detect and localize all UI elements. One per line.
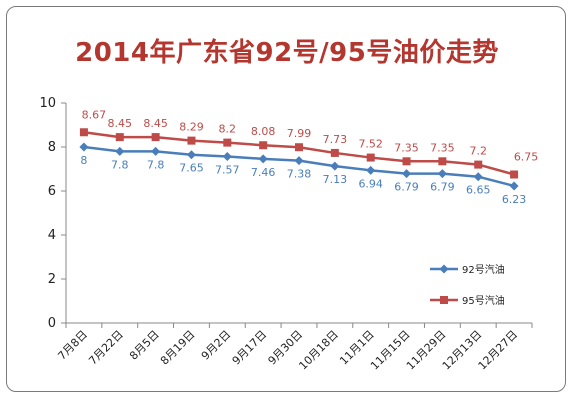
data-point xyxy=(474,160,483,169)
x-tick-label: 9月17日 xyxy=(230,328,270,368)
data-point xyxy=(79,128,88,137)
legend-marker xyxy=(440,296,448,304)
y-tick-label: 0 xyxy=(48,316,56,331)
data-point xyxy=(473,172,483,182)
y-tick-label: 6 xyxy=(48,184,56,199)
data-label: 7.8 xyxy=(111,158,129,171)
data-label: 7.57 xyxy=(215,163,240,176)
y-tick-label: 8 xyxy=(48,140,56,155)
data-point xyxy=(402,169,412,179)
data-label: 7.99 xyxy=(287,127,312,140)
data-label: 7.13 xyxy=(323,173,348,186)
data-point xyxy=(186,150,196,160)
data-point xyxy=(295,143,303,152)
data-point xyxy=(222,151,232,161)
legend-label: 95号汽油 xyxy=(462,294,505,307)
x-tick-label: 12月27日 xyxy=(476,328,521,373)
data-point xyxy=(402,157,411,166)
data-label: 8.2 xyxy=(219,123,237,136)
data-label: 7.73 xyxy=(323,133,348,146)
chart-data-labels: 8 7.8 7.8 7.65 7.57 7.46 7.38 7.13 6.94 6.79 6.79 6… xyxy=(80,108,538,206)
y-tick-label: 2 xyxy=(48,272,56,287)
data-label: 7.65 xyxy=(179,162,204,175)
data-label: 7.8 xyxy=(147,158,165,171)
data-label: 8.67 xyxy=(82,108,107,121)
data-point xyxy=(294,156,304,166)
data-point xyxy=(223,138,232,147)
y-tick-label: 4 xyxy=(48,228,56,243)
chart-frame xyxy=(6,6,566,392)
legend-label: 92号汽油 xyxy=(462,263,505,276)
data-label: 8.45 xyxy=(108,117,133,130)
data-point xyxy=(187,136,196,145)
data-point xyxy=(259,141,268,150)
x-tick-label: 8月5日 xyxy=(127,328,162,363)
data-label: 7.35 xyxy=(430,141,455,154)
data-label: 7.35 xyxy=(394,141,419,154)
data-point xyxy=(437,169,447,179)
chart-title: 2014年广东省92号/95号油价走势 xyxy=(75,38,499,68)
data-point xyxy=(258,154,268,164)
data-point xyxy=(79,142,89,152)
data-point xyxy=(366,165,376,175)
data-point xyxy=(509,181,519,191)
chart-legend: 92号汽油 95号汽油 xyxy=(430,263,505,307)
data-label: 8.08 xyxy=(251,125,276,138)
chart-series xyxy=(79,128,519,191)
data-point xyxy=(151,146,161,156)
legend-marker xyxy=(439,264,449,274)
data-label: 8.29 xyxy=(179,121,204,134)
data-label: 6.94 xyxy=(358,177,383,190)
data-label: 8.45 xyxy=(143,117,168,130)
x-tick-label: 7月8日 xyxy=(55,328,90,363)
data-label: 6.23 xyxy=(502,193,527,206)
data-label: 6.65 xyxy=(466,184,491,197)
x-tick-label: 10月18日 xyxy=(296,328,341,373)
x-tick-label: 8月19日 xyxy=(158,328,198,368)
x-tick-label: 7月22日 xyxy=(86,328,126,368)
y-tick-label: 10 xyxy=(39,96,56,111)
data-point xyxy=(366,153,375,162)
data-point xyxy=(151,133,160,142)
data-label: 7.2 xyxy=(469,145,487,158)
data-point xyxy=(330,161,340,171)
data-point xyxy=(438,157,447,166)
x-tick-label: 9月2日 xyxy=(199,328,234,363)
data-label: 8 xyxy=(80,154,87,167)
data-label: 7.52 xyxy=(358,138,383,151)
data-label: 7.46 xyxy=(251,166,276,179)
data-point xyxy=(330,148,339,157)
data-point xyxy=(115,146,125,156)
data-label: 6.79 xyxy=(394,181,419,194)
data-label: 6.79 xyxy=(430,181,455,194)
data-point xyxy=(510,170,519,179)
data-point xyxy=(115,133,124,142)
data-label: 7.38 xyxy=(287,168,312,181)
data-label: 6.75 xyxy=(514,151,539,164)
